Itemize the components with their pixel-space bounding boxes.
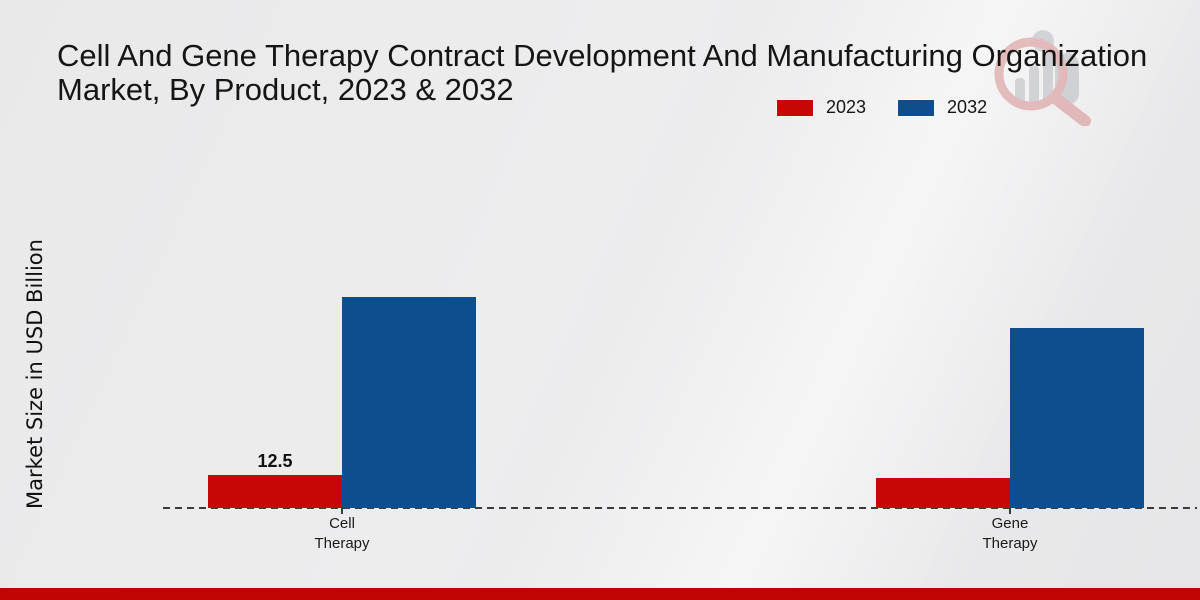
x-axis-tick-gene-therapy [1009, 508, 1011, 514]
legend-label-2023: 2023 [826, 97, 867, 117]
legend-label-2032: 2032 [947, 97, 988, 117]
x-axis-tick-cell-therapy [341, 508, 343, 514]
watermark-logo-icon [994, 30, 1091, 126]
category-label-cell-therapy: Cell Therapy [314, 515, 370, 552]
bar-2032-cell-therapy [342, 297, 476, 508]
chart-title-line-1: Cell And Gene Therapy Contract Developme… [57, 38, 1148, 73]
chart-title: Cell And Gene Therapy Contract Developme… [57, 39, 1147, 107]
footer-accent-band [0, 588, 1200, 600]
bar-2032-gene-therapy [1010, 328, 1144, 508]
watermark-bar-icon [1029, 66, 1039, 104]
bar-2023-gene-therapy [876, 478, 1010, 508]
bar-value-label-2023-cell-therapy: 12.5 [257, 451, 293, 471]
watermark-bar-icon [1015, 78, 1025, 104]
watermark-person-head-icon [1032, 30, 1054, 52]
bar-2023-cell-therapy [208, 475, 342, 508]
magnifier-ring-icon [994, 37, 1068, 111]
magnifier-handle-icon [1049, 92, 1091, 126]
category-label-gene-therapy: Gene Therapy [982, 515, 1038, 552]
chart-title-line-2: Market, By Product, 2023 & 2032 [57, 72, 514, 107]
x-axis-line [163, 507, 1197, 509]
legend-item-2032: 2032 [898, 97, 987, 118]
legend-swatch-2032 [898, 99, 935, 116]
legend: 2023 2032 [777, 97, 987, 118]
legend-item-2023: 2023 [777, 97, 866, 118]
legend-swatch-2023 [777, 99, 813, 116]
watermark-bar-icon [1043, 53, 1053, 104]
watermark-person-body-icon [1055, 53, 1079, 105]
